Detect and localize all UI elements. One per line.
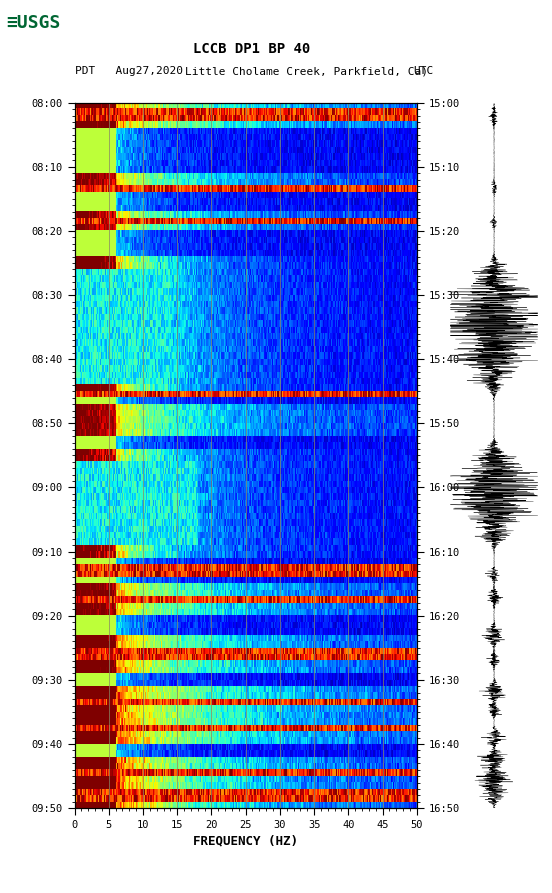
Text: PDT   Aug27,2020: PDT Aug27,2020: [75, 66, 183, 77]
Text: Little Cholame Creek, Parkfield, Ca): Little Cholame Creek, Parkfield, Ca): [185, 66, 428, 77]
Text: ≡USGS: ≡USGS: [7, 14, 61, 32]
Text: LCCB DP1 BP 40: LCCB DP1 BP 40: [193, 42, 310, 56]
X-axis label: FREQUENCY (HZ): FREQUENCY (HZ): [193, 834, 298, 847]
Text: UTC: UTC: [413, 66, 433, 77]
